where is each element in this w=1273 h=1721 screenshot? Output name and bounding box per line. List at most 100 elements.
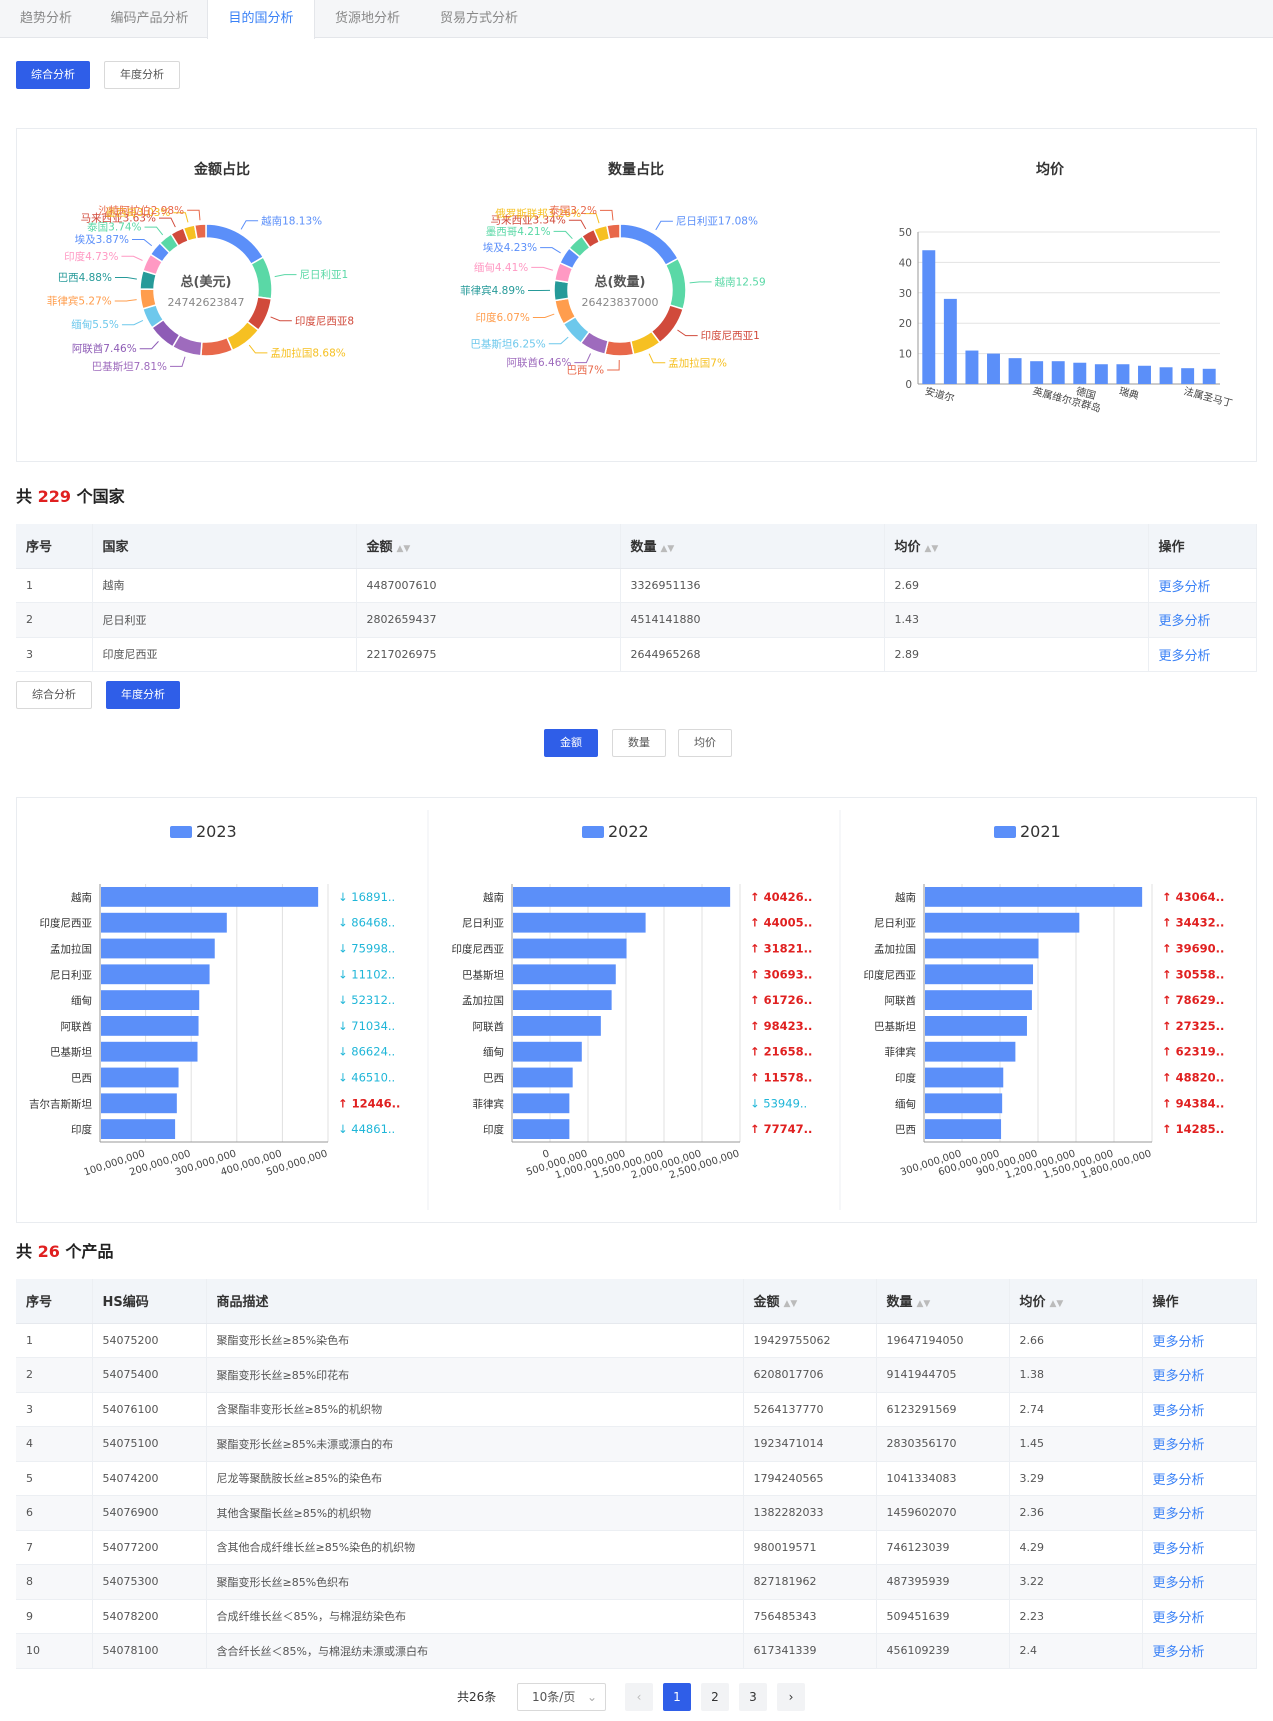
donut-slice[interactable]	[664, 257, 687, 311]
page-1-button[interactable]: 1	[663, 1683, 691, 1711]
bar[interactable]	[101, 1067, 179, 1088]
prev-page-button[interactable]: ‹	[625, 1683, 653, 1711]
sort-icon[interactable]: ▲▼	[660, 544, 675, 555]
subtab-annual-button-2[interactable]: 年度分析	[106, 681, 180, 709]
page-size-select[interactable]: 10条/页 ⌄	[517, 1683, 606, 1711]
bar[interactable]	[922, 250, 936, 384]
bar[interactable]	[925, 1093, 1003, 1114]
donut-slice[interactable]	[225, 320, 260, 352]
col-avg-price[interactable]: 均价 ▲▼	[1009, 1279, 1143, 1324]
donut-slice[interactable]	[200, 336, 234, 357]
more-analysis-link[interactable]: 更多分析	[1142, 1461, 1257, 1496]
bar[interactable]	[1094, 364, 1108, 384]
tab-destination[interactable]: 目的国分析	[207, 0, 315, 39]
bar[interactable]	[101, 1041, 198, 1062]
page-2-button[interactable]: 2	[701, 1683, 729, 1711]
col-avg-price[interactable]: 均价 ▲▼	[884, 524, 1149, 569]
bar[interactable]	[925, 1041, 1016, 1062]
bar[interactable]	[925, 990, 1032, 1010]
bar[interactable]	[965, 350, 979, 384]
bar[interactable]	[101, 938, 215, 959]
bar[interactable]	[1138, 365, 1151, 384]
more-analysis-link[interactable]: 更多分析	[1142, 1323, 1257, 1358]
bar[interactable]	[513, 1016, 601, 1036]
bar[interactable]	[513, 887, 731, 907]
donut-slice[interactable]	[603, 339, 635, 357]
bar[interactable]	[1073, 362, 1087, 384]
change-value: 46510..	[351, 1071, 395, 1085]
more-analysis-link[interactable]: 更多分析	[1148, 602, 1257, 638]
donut-slice[interactable]	[605, 223, 621, 240]
bar[interactable]	[925, 912, 1080, 933]
donut-slice[interactable]	[193, 223, 207, 240]
bar[interactable]	[101, 964, 210, 985]
more-analysis-link[interactable]: 更多分析	[1142, 1599, 1257, 1634]
metric-avg-price-button[interactable]: 均价	[678, 729, 732, 757]
bar[interactable]	[925, 1016, 1027, 1036]
bar[interactable]	[943, 298, 957, 384]
more-analysis-link[interactable]: 更多分析	[1142, 1633, 1257, 1669]
tab-trend[interactable]: 趋势分析	[19, 11, 72, 26]
more-analysis-link[interactable]: 更多分析	[1142, 1495, 1257, 1531]
bar[interactable]	[1008, 358, 1022, 384]
more-analysis-link[interactable]: 更多分析	[1142, 1357, 1257, 1393]
bar[interactable]	[1116, 364, 1130, 384]
bar[interactable]	[513, 1093, 570, 1114]
donut-slice[interactable]	[619, 223, 680, 267]
sort-icon[interactable]: ▲▼	[916, 1299, 931, 1310]
sort-icon[interactable]: ▲▼	[396, 544, 411, 555]
more-analysis-link[interactable]: 更多分析	[1148, 568, 1257, 603]
donut-slice[interactable]	[250, 256, 273, 300]
sort-icon[interactable]: ▲▼	[1049, 1299, 1064, 1310]
bar[interactable]	[513, 964, 616, 985]
bar[interactable]	[1181, 368, 1195, 384]
bar[interactable]	[925, 938, 1039, 959]
subtab-annual-button[interactable]: 年度分析	[104, 61, 180, 89]
bar[interactable]	[1159, 367, 1173, 384]
col-quantity[interactable]: 数量 ▲▼	[876, 1279, 1010, 1324]
col-amount[interactable]: 金额 ▲▼	[356, 524, 621, 569]
bar[interactable]	[513, 912, 646, 933]
bar[interactable]	[513, 990, 612, 1010]
bar[interactable]	[101, 912, 227, 933]
bar[interactable]	[101, 1093, 177, 1114]
more-analysis-link[interactable]: 更多分析	[1142, 1426, 1257, 1462]
metric-amount-button[interactable]: 金额	[544, 729, 598, 757]
arrow-up-icon: ↑	[1162, 1096, 1176, 1110]
bar[interactable]	[513, 1041, 582, 1062]
bar[interactable]	[101, 1016, 199, 1036]
bar[interactable]	[101, 1119, 176, 1139]
bar[interactable]	[925, 964, 1034, 985]
next-page-button[interactable]: ›	[777, 1683, 805, 1711]
tab-origin[interactable]: 货源地分析	[334, 11, 400, 26]
bar[interactable]	[101, 887, 319, 907]
page-3-button[interactable]: 3	[739, 1683, 767, 1711]
bar[interactable]	[987, 353, 1000, 384]
bar[interactable]	[925, 1119, 1002, 1139]
col-amount[interactable]: 金额 ▲▼	[743, 1279, 877, 1324]
bar[interactable]	[513, 1119, 570, 1139]
sort-icon[interactable]: ▲▼	[783, 1299, 798, 1310]
bar[interactable]	[101, 990, 200, 1010]
bar[interactable]	[925, 1067, 1004, 1088]
bar[interactable]	[513, 938, 627, 959]
tab-product[interactable]: 编码产品分析	[110, 11, 189, 26]
bar[interactable]	[925, 887, 1143, 907]
bar[interactable]	[1051, 361, 1065, 384]
subtab-overall-button[interactable]: 综合分析	[16, 61, 90, 89]
more-analysis-link[interactable]: 更多分析	[1142, 1530, 1257, 1565]
subtab-overall-button-2[interactable]: 综合分析	[16, 681, 92, 709]
more-analysis-link[interactable]: 更多分析	[1148, 637, 1257, 672]
more-analysis-link[interactable]: 更多分析	[1142, 1392, 1257, 1427]
bar[interactable]	[513, 1067, 573, 1088]
bar[interactable]	[1030, 361, 1044, 384]
donut-slice[interactable]	[139, 288, 158, 310]
sort-icon[interactable]: ▲▼	[924, 544, 939, 555]
donut-slice[interactable]	[205, 223, 265, 266]
more-analysis-link[interactable]: 更多分析	[1142, 1564, 1257, 1600]
col-quantity[interactable]: 数量 ▲▼	[620, 524, 885, 569]
tab-trade-mode[interactable]: 贸易方式分析	[439, 11, 518, 26]
metric-quantity-button[interactable]: 数量	[612, 729, 666, 757]
bar[interactable]	[1202, 368, 1216, 384]
donut-slice[interactable]	[553, 279, 570, 302]
